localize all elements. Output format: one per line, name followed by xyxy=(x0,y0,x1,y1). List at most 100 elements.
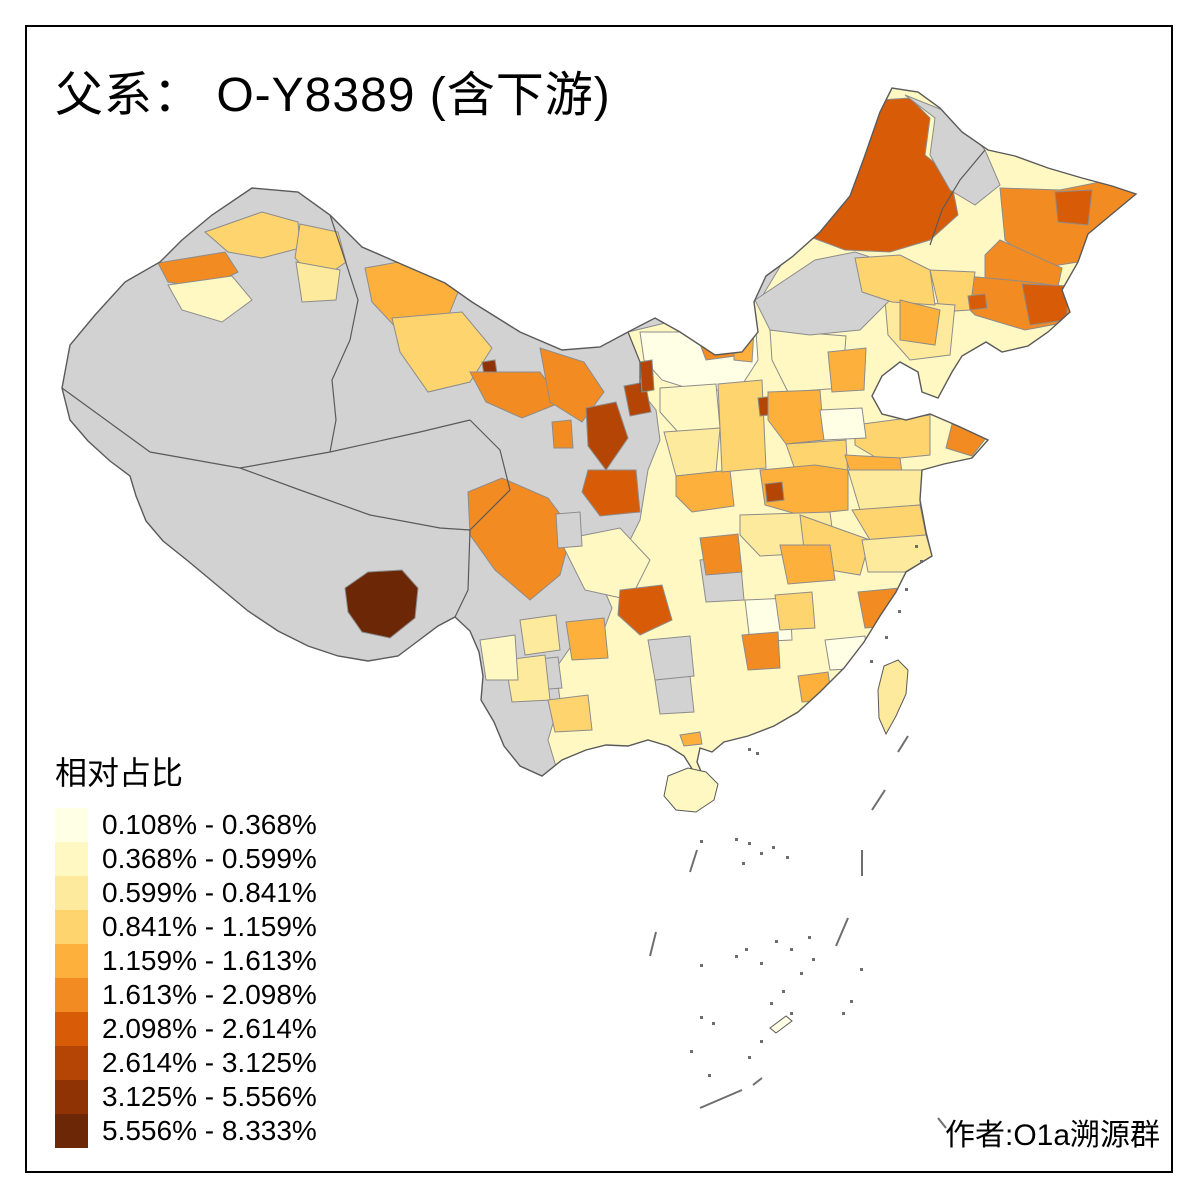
map-region-ivory-1 xyxy=(819,407,867,441)
map-region-wenzhou xyxy=(857,587,906,629)
map-region-shijiazhuang xyxy=(767,389,825,445)
map-region-nanning-orange xyxy=(679,731,703,747)
map-region-gannan xyxy=(581,469,641,517)
sea-dash xyxy=(871,789,886,811)
map-region-zhangye xyxy=(469,371,563,419)
map-region-meizhou xyxy=(797,671,833,703)
province-border-line xyxy=(62,387,471,469)
map-region-jiuquan xyxy=(391,311,493,393)
legend-row: 0.108% - 0.368% xyxy=(55,808,317,842)
page-title: 父系： O-Y8389 (含下游) xyxy=(55,69,611,122)
sea-dash xyxy=(937,1117,947,1129)
china-outline xyxy=(61,87,1138,778)
sea-dash xyxy=(649,931,657,957)
map-region-hlj-north-dark xyxy=(1054,189,1093,226)
legend-label: 3.125% - 5.556% xyxy=(102,1081,317,1112)
sea-speck xyxy=(782,990,785,993)
sea-speck xyxy=(898,610,901,613)
sea-speck xyxy=(735,838,738,841)
sea-speck xyxy=(790,948,793,951)
sea-speck xyxy=(842,1012,845,1015)
sea-dash xyxy=(897,735,909,753)
legend-swatch xyxy=(55,1080,88,1114)
sea-speck xyxy=(760,1040,763,1043)
sea-speck xyxy=(905,588,908,591)
legend-label: 0.841% - 1.159% xyxy=(102,911,317,942)
map-region-jiangsu-n xyxy=(847,469,923,511)
province-border-line xyxy=(929,149,986,246)
map-region-guangxi-gray xyxy=(654,675,695,715)
map-region-yunnan-a xyxy=(519,614,561,656)
province-border-line xyxy=(329,214,359,453)
map-region-guilin xyxy=(741,631,781,671)
sea-speck xyxy=(756,752,759,755)
map-region-yunnan-w-pale xyxy=(479,634,519,681)
province-border-line xyxy=(469,419,511,531)
map-region-lanzhou-dark xyxy=(585,401,629,471)
legend-swatch xyxy=(55,808,88,842)
map-region-baotou xyxy=(733,327,755,363)
province-border-line xyxy=(454,529,471,618)
legend-swatch xyxy=(55,1046,88,1080)
map-region-henan-dark xyxy=(764,481,785,503)
legend-title: 相对占比 xyxy=(55,755,184,791)
sea-speck xyxy=(700,840,703,843)
map-region-shaanxi-dark xyxy=(639,359,655,393)
sea-dash xyxy=(835,917,849,947)
sea-speck xyxy=(772,846,775,849)
sea-speck xyxy=(708,1074,711,1077)
sea-dash xyxy=(752,1077,763,1086)
legend-row: 5.556% - 8.333% xyxy=(55,1114,317,1148)
sea-speck xyxy=(700,1016,703,1019)
sea-speck xyxy=(870,660,873,663)
sea-speck xyxy=(712,1022,715,1025)
sea-speck xyxy=(690,1050,693,1053)
map-region-chifeng xyxy=(854,254,936,306)
attribution-text: 作者:O1a溯源群 xyxy=(945,1119,1161,1152)
map-region-chengdu-gray xyxy=(555,511,583,549)
sea-speck xyxy=(735,955,738,958)
sea-speck xyxy=(745,948,748,951)
legend-label: 0.108% - 0.368% xyxy=(102,809,317,840)
map-region-chongqing xyxy=(699,533,743,576)
sea-speck xyxy=(790,1012,793,1015)
map-region-liaoning-dark-dot xyxy=(967,293,988,311)
sea-speck xyxy=(920,560,923,563)
map-region-yibin-dark xyxy=(617,584,673,636)
map-region-guizhou-gray xyxy=(647,635,695,681)
legend-row: 1.159% - 1.613% xyxy=(55,944,317,978)
map-region-ganzi xyxy=(467,477,573,601)
map-region-wuhan xyxy=(779,544,836,585)
island-hainan xyxy=(663,767,719,813)
legend-swatch xyxy=(55,842,88,876)
legend-label: 2.098% - 2.614% xyxy=(102,1013,317,1044)
legend-row: 1.613% - 2.098% xyxy=(55,978,317,1012)
sea-speck xyxy=(860,968,863,971)
legend-swatch xyxy=(55,1012,88,1046)
legend-swatch xyxy=(55,1114,88,1148)
legend-label: 1.159% - 1.613% xyxy=(102,945,317,976)
sea-speck xyxy=(760,962,763,965)
province-border-line xyxy=(239,467,471,531)
legend-label: 0.368% - 0.599% xyxy=(102,843,317,874)
sea-speck xyxy=(885,636,888,639)
map-region-beijing xyxy=(827,347,867,393)
map-region-shanghai-area xyxy=(861,534,933,573)
map-region-xian xyxy=(675,469,735,513)
sea-speck xyxy=(760,852,763,855)
sea-speck xyxy=(915,545,918,548)
sea-speck xyxy=(748,842,751,845)
legend: 相对占比 0.108% - 0.368% 0.368% - 0.599% 0.599… xyxy=(55,748,317,1148)
sea-speck xyxy=(786,856,789,859)
map-region-ili-south xyxy=(167,275,253,323)
legend-row: 2.614% - 3.125% xyxy=(55,1046,317,1080)
legend-row: 3.125% - 5.556% xyxy=(55,1080,317,1114)
sea-speck xyxy=(770,1002,773,1005)
legend-row: 0.599% - 0.841% xyxy=(55,876,317,910)
sea-speck xyxy=(700,964,703,967)
map-region-turpan xyxy=(295,261,341,303)
map-region-changsha xyxy=(774,591,816,631)
legend-swatch xyxy=(55,944,88,978)
sea-speck xyxy=(812,958,815,961)
